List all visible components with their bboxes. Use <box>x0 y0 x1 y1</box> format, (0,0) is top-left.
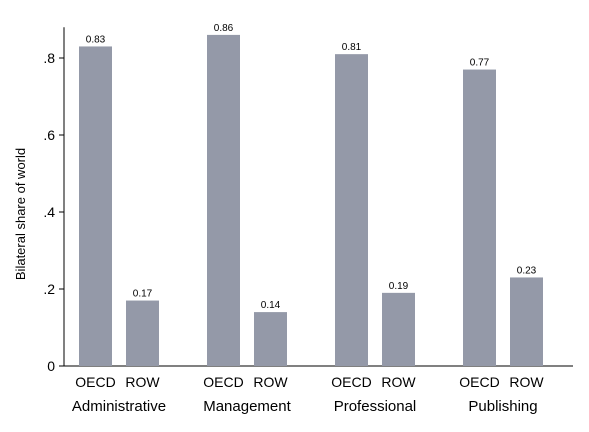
bar-value-label: 0.86 <box>214 23 234 34</box>
bar-category-label: OECD <box>75 374 115 390</box>
bar-category-label: ROW <box>253 374 288 390</box>
bar-value-label: 0.83 <box>86 34 106 45</box>
bar-category-label: ROW <box>509 374 544 390</box>
bar-value-label: 0.81 <box>342 42 362 53</box>
bar-category-label: OECD <box>459 374 499 390</box>
bar-category-label: OECD <box>203 374 243 390</box>
group-label-management: Management <box>203 398 291 415</box>
y-tick-label: .8 <box>43 50 55 66</box>
group-label-publishing: Publishing <box>468 398 537 415</box>
bar-professional-oecd <box>335 54 368 367</box>
bar-professional-row <box>382 292 415 366</box>
bar-category-label: ROW <box>125 374 160 390</box>
bar-value-label: 0.77 <box>470 58 490 69</box>
y-tick-label: .4 <box>43 204 55 220</box>
bar-value-label: 0.19 <box>389 281 409 292</box>
bar-publishing-oecd <box>463 69 496 367</box>
bar-category-label: ROW <box>381 374 416 390</box>
bar-category-label: OECD <box>331 374 371 390</box>
bar-management-row <box>254 312 287 366</box>
bar-value-label: 0.14 <box>261 300 281 311</box>
group-label-administrative: Administrative <box>72 398 166 415</box>
bar-administrative-row <box>126 300 159 366</box>
bars <box>79 34 543 367</box>
bar-value-label: 0.17 <box>133 289 153 300</box>
y-tick-label: 0 <box>47 358 55 374</box>
y-axis-title: Bilateral share of world <box>13 148 28 280</box>
bar-publishing-row <box>510 277 543 366</box>
y-tick-label: .2 <box>43 281 55 297</box>
bar-administrative-oecd <box>79 46 112 366</box>
group-label-professional: Professional <box>334 398 417 415</box>
bar-management-oecd <box>207 34 240 367</box>
labels: 0.83 OECD 0.17 ROW Administrative 0.86 OECD 0.1… <box>72 23 544 415</box>
bar-value-label: 0.23 <box>517 265 537 276</box>
y-tick-label: .6 <box>43 127 55 143</box>
